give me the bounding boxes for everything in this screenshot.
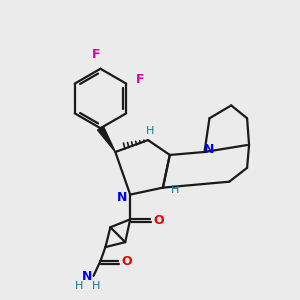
Text: N: N bbox=[117, 191, 128, 204]
Text: H: H bbox=[74, 281, 83, 291]
Text: H: H bbox=[171, 184, 179, 195]
Text: H: H bbox=[146, 126, 154, 136]
Text: F: F bbox=[136, 73, 144, 86]
Text: N: N bbox=[204, 142, 214, 155]
Text: N: N bbox=[81, 270, 92, 283]
Text: F: F bbox=[92, 48, 101, 62]
Text: O: O bbox=[121, 256, 131, 268]
Text: H: H bbox=[92, 281, 101, 291]
Polygon shape bbox=[98, 126, 115, 152]
Text: O: O bbox=[154, 214, 164, 227]
